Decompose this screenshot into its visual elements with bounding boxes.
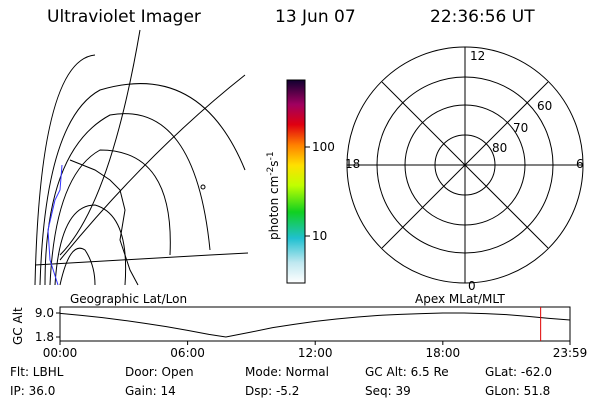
plot-frame [59, 306, 571, 342]
title: Ultraviolet Imager [47, 7, 201, 27]
altitude-plot: 00:00 06:00 12:00 18:00 23:59 9.0 1.8 [35, 306, 587, 360]
axis-label: GC Alt [11, 307, 25, 345]
polar-grid [346, 46, 584, 284]
x-tick-label: 12:00 [298, 346, 333, 360]
colorbar-label: photon cm-2s-1 [266, 151, 281, 240]
colorbar-tick: 10 [312, 229, 327, 243]
polar-label: 18 [345, 157, 360, 171]
x-tick-label: 06:00 [170, 346, 205, 360]
plot-label: Apex MLat/MLT [415, 292, 505, 306]
y-tick-label: 1.8 [35, 330, 54, 344]
date: 13 Jun 07 [275, 7, 356, 27]
status-field: Dsp: -5.2 [245, 384, 299, 398]
polar-label: 70 [513, 121, 528, 135]
polar-label: 12 [470, 49, 485, 63]
status-field: Flt: LBHL [10, 365, 64, 379]
status-field: Seq: 39 [365, 384, 411, 398]
polar-label: 80 [492, 141, 507, 155]
status-field: Mode: Normal [245, 365, 329, 379]
status-field: GLat: -62.0 [485, 365, 552, 379]
x-tick-label: 18:00 [426, 346, 461, 360]
x-tick-label: 23:59 [553, 346, 588, 360]
polar-label: 6 [576, 157, 584, 171]
map [34, 29, 249, 286]
plot-label: Geographic Lat/Lon [70, 292, 187, 306]
footer: Flt: LBHL Door: Open Mode: Normal GC Alt: 6… [10, 365, 552, 398]
x-tick-label: 00:00 [43, 346, 78, 360]
colorbar-tick: 100 [312, 140, 335, 154]
status-field: Door: Open [125, 365, 194, 379]
status-field: IP: 36.0 [10, 384, 55, 398]
status-field: GC Alt: 6.5 Re [365, 365, 449, 379]
status-field: GLon: 51.8 [485, 384, 550, 398]
status-field: Gain: 14 [125, 384, 176, 398]
colorbar [286, 79, 306, 284]
polar-label: 0 [468, 279, 476, 293]
y-tick-label: 9.0 [35, 306, 54, 320]
altitude-line [59, 312, 571, 338]
time: 22:36:56 UT [430, 7, 535, 27]
polar-label: 60 [537, 99, 552, 113]
